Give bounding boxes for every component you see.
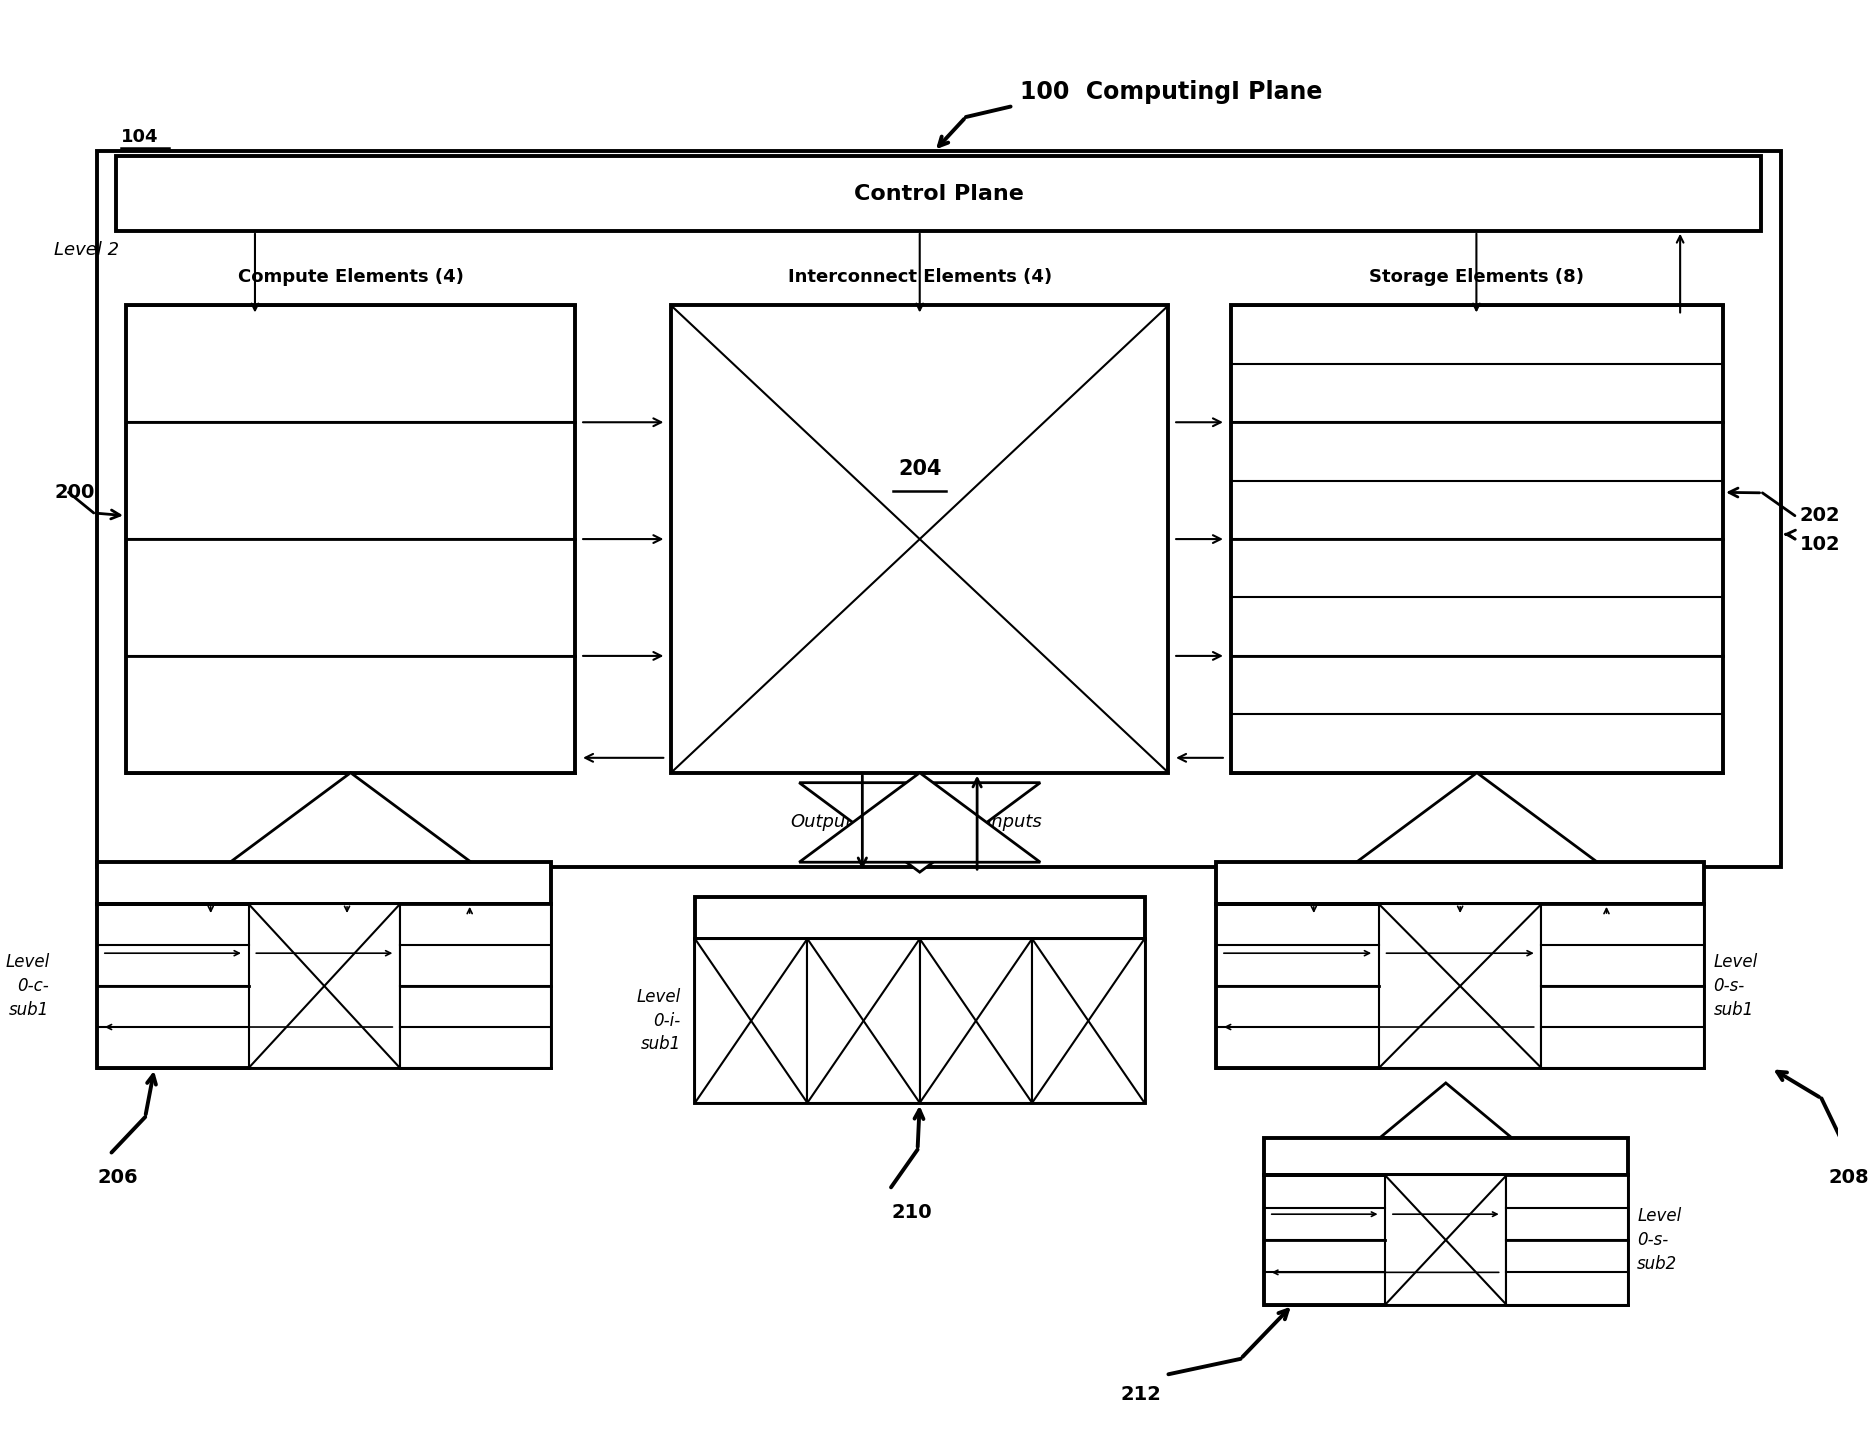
Bar (671, 305, 1168, 773)
Bar (1217, 862, 1704, 904)
Bar (1264, 1175, 1628, 1305)
Bar (696, 939, 1144, 1103)
Text: Control Plane: Control Plane (266, 876, 382, 891)
Text: 104: 104 (122, 128, 159, 147)
Polygon shape (1356, 773, 1598, 862)
Bar (1386, 1175, 1506, 1305)
Bar (1217, 904, 1704, 1068)
Text: Control Plane: Control Plane (862, 911, 977, 926)
Bar (1264, 1138, 1628, 1175)
Text: 100  ComputingI Plane: 100 ComputingI Plane (1020, 80, 1322, 103)
Bar (1031, 939, 1144, 1103)
Text: 206: 206 (98, 1168, 137, 1187)
Text: Level
0-s-
sub2: Level 0-s- sub2 (1637, 1207, 1682, 1273)
Bar (116, 157, 1761, 231)
Text: 102: 102 (1800, 535, 1841, 554)
Bar (696, 897, 1144, 939)
Bar (808, 939, 921, 1103)
Text: Inputs: Inputs (986, 814, 1042, 831)
Bar (921, 939, 1031, 1103)
Bar (98, 904, 551, 1068)
Bar (98, 151, 1781, 867)
Bar (696, 939, 808, 1103)
Text: 210: 210 (891, 1203, 932, 1222)
Text: 204: 204 (898, 459, 941, 479)
Polygon shape (799, 773, 1041, 862)
Bar (1378, 904, 1541, 1068)
Polygon shape (1380, 1082, 1511, 1138)
Text: Storage Elements (8): Storage Elements (8) (1369, 267, 1584, 286)
Bar (249, 904, 399, 1068)
Text: Control Plane: Control Plane (1393, 1149, 1498, 1164)
Text: Control Plane: Control Plane (1402, 876, 1519, 891)
Text: Level
0-c-
sub1: Level 0-c- sub1 (6, 953, 49, 1019)
Text: Level
0-i-
sub1: Level 0-i- sub1 (636, 988, 681, 1053)
Bar (1541, 904, 1704, 1068)
Text: Interconnect Elements (4): Interconnect Elements (4) (788, 267, 1052, 286)
Text: Compute Elements (4): Compute Elements (4) (238, 267, 463, 286)
Bar (1506, 1175, 1628, 1305)
Text: 208: 208 (1828, 1168, 1869, 1187)
Text: Level 2: Level 2 (54, 241, 120, 259)
Polygon shape (799, 783, 1041, 872)
Bar (1230, 305, 1723, 773)
Text: Control Plane: Control Plane (853, 183, 1024, 203)
Text: 212: 212 (1121, 1385, 1161, 1404)
Bar (98, 862, 551, 904)
Text: 202: 202 (1800, 506, 1841, 525)
Text: Output: Output (791, 814, 853, 831)
Text: Level
0-s-
sub1: Level 0-s- sub1 (1714, 953, 1759, 1019)
Bar (399, 904, 551, 1068)
Polygon shape (231, 773, 471, 862)
Bar (126, 305, 576, 773)
Text: 200: 200 (54, 482, 94, 501)
